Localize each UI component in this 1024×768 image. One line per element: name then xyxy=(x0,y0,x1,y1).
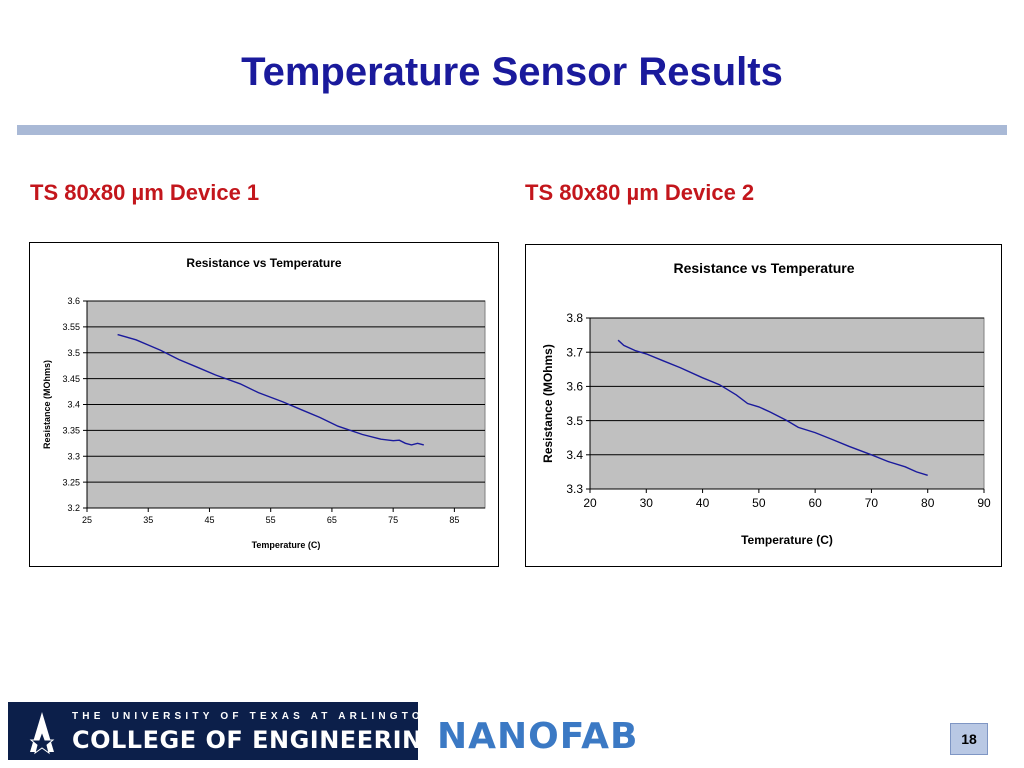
y-tick-label: 3.2 xyxy=(67,503,80,513)
x-tick-label: 70 xyxy=(865,496,879,510)
series-line xyxy=(617,339,928,476)
chart-title: Resistance vs Temperature xyxy=(673,260,854,276)
college-of-engineering-logo: THE UNIVERSITY OF TEXAS AT ARLINGTON COL… xyxy=(8,702,442,760)
title-divider-bar xyxy=(17,125,1007,135)
y-tick-label: 3.25 xyxy=(62,477,80,487)
nanofab-logo: NANOFAB xyxy=(437,716,639,757)
x-tick-label: 25 xyxy=(82,515,92,525)
chart-device-1-svg: Resistance vs Temperature 3.2 3.25 3.3 3.35 3… xyxy=(42,256,486,550)
x-axis-label: Temperature (C) xyxy=(252,540,321,550)
y-tick-label: 3.45 xyxy=(62,374,80,384)
y-tick-label: 3.6 xyxy=(566,380,583,394)
y-tick-label: 3.3 xyxy=(67,451,80,461)
chart-device-2-svg: Resistance vs Temperature 3.3 3.4 3.5 3.6 3.7… xyxy=(541,260,991,547)
x-tick-label: 40 xyxy=(696,496,710,510)
y-tick-label: 3.35 xyxy=(62,426,80,436)
y-tick-label: 3.5 xyxy=(67,348,80,358)
y-tick-label: 3.5 xyxy=(566,414,583,428)
uta-logo-graphic: THE UNIVERSITY OF TEXAS AT ARLINGTON COL… xyxy=(29,711,442,755)
chart-title: Resistance vs Temperature xyxy=(186,256,342,270)
x-tick-label: 60 xyxy=(808,496,822,510)
x-tick-label: 75 xyxy=(388,515,398,525)
y-axis-label: Resistance (MOhms) xyxy=(42,360,52,449)
x-tick-label: 65 xyxy=(327,515,337,525)
x-tick-label: 85 xyxy=(449,515,459,525)
x-tick-label: 45 xyxy=(204,515,214,525)
y-axis-label: Resistance (MOhms) xyxy=(541,344,555,463)
series-line xyxy=(117,333,424,446)
slide-title: Temperature Sensor Results xyxy=(241,50,783,94)
y-tick-label: 3.4 xyxy=(566,448,583,462)
y-tick-label: 3.3 xyxy=(566,482,583,496)
x-tick-label: 90 xyxy=(977,496,991,510)
x-tick-label: 55 xyxy=(266,515,276,525)
y-tick-label: 3.6 xyxy=(67,296,80,306)
star-icon xyxy=(29,730,55,755)
x-tick-label: 50 xyxy=(752,496,766,510)
college-line: COLLEGE OF ENGINEERING xyxy=(72,726,418,754)
x-tick-label: 35 xyxy=(143,515,153,525)
x-tick-label: 20 xyxy=(583,496,597,510)
y-tick-label: 3.4 xyxy=(67,400,80,410)
chart-device-2: Resistance vs Temperature 3.3 3.4 3.5 3.6 3.7… xyxy=(525,244,1002,567)
university-line: THE UNIVERSITY OF TEXAS AT ARLINGTON xyxy=(72,711,418,722)
x-tick-label: 80 xyxy=(921,496,935,510)
right-chart-subtitle: TS 80x80 µm Device 2 xyxy=(525,180,755,205)
x-tick-label: 30 xyxy=(640,496,654,510)
y-tick-label: 3.7 xyxy=(566,345,583,359)
x-axis-label: Temperature (C) xyxy=(741,533,833,547)
y-tick-label: 3.55 xyxy=(62,322,80,332)
y-tick-label: 3.8 xyxy=(566,311,583,325)
left-chart-subtitle: TS 80x80 µm Device 1 xyxy=(30,180,260,205)
page-number: 18 xyxy=(950,723,988,755)
chart-device-1: Resistance vs Temperature 3.2 3.25 3.3 3.35 3… xyxy=(29,242,499,567)
plot-area xyxy=(589,317,985,490)
